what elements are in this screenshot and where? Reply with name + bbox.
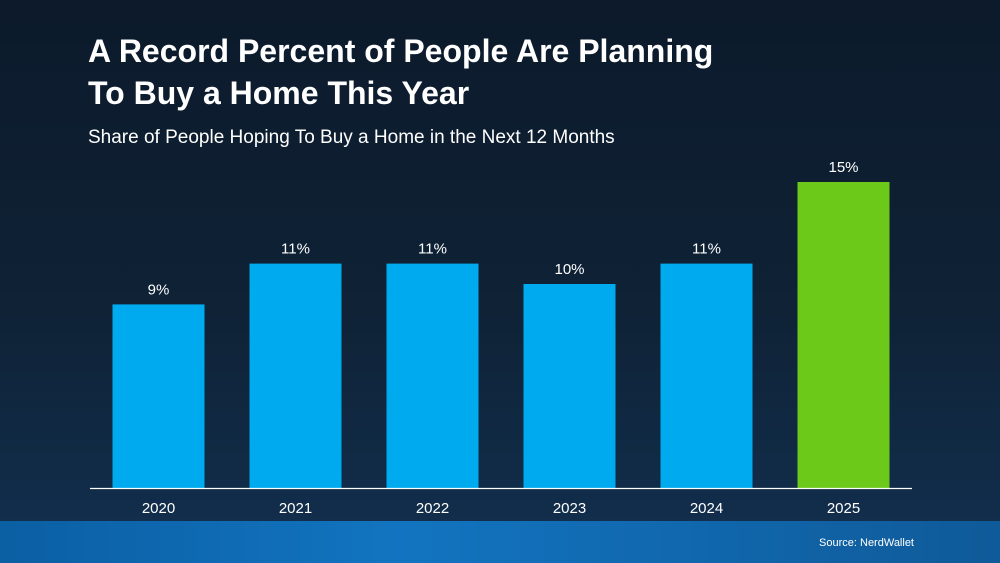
bar-2020 bbox=[112, 304, 205, 488]
x-tick-label-2022: 2022 bbox=[416, 500, 449, 517]
source-note: Source: NerdWallet bbox=[819, 537, 914, 549]
bar-chart: 9% 2020 11% 2021 11% 2022 10% 2023 11% 2024 15% 202… bbox=[112, 159, 890, 517]
x-tick-label-2024: 2024 bbox=[690, 500, 723, 517]
chart-title: A Record Percent of People Are Planning … bbox=[88, 33, 714, 111]
data-label-2021: 11% bbox=[281, 241, 310, 258]
data-label-2024: 11% bbox=[692, 241, 721, 258]
bar-2021 bbox=[249, 263, 342, 488]
data-label-2022: 11% bbox=[418, 241, 447, 258]
bar-2022 bbox=[386, 263, 479, 488]
footer-band bbox=[0, 521, 1000, 563]
data-label-2023: 10% bbox=[554, 261, 584, 278]
bar-2023 bbox=[523, 284, 616, 488]
chart-subtitle: Share of People Hoping To Buy a Home in … bbox=[88, 127, 615, 148]
x-tick-label-2020: 2020 bbox=[142, 500, 175, 517]
data-label-2025: 15% bbox=[828, 159, 858, 176]
bar-2025 bbox=[797, 182, 890, 488]
x-tick-label-2023: 2023 bbox=[553, 500, 586, 517]
x-tick-label-2025: 2025 bbox=[827, 500, 860, 517]
bar-2024 bbox=[660, 263, 753, 488]
data-label-2020: 9% bbox=[148, 281, 170, 298]
x-tick-label-2021: 2021 bbox=[279, 500, 312, 517]
